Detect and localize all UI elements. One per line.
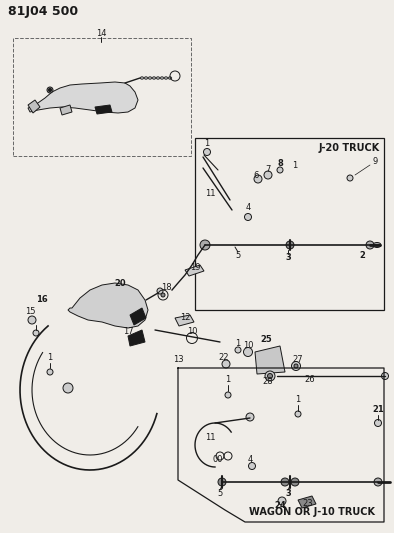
Ellipse shape [168, 77, 172, 79]
Text: 8: 8 [277, 158, 283, 167]
Text: 18: 18 [161, 284, 171, 293]
Circle shape [235, 347, 241, 353]
Circle shape [33, 330, 39, 336]
Circle shape [47, 87, 53, 93]
Circle shape [203, 149, 210, 156]
Ellipse shape [144, 77, 148, 79]
Text: 4: 4 [245, 204, 251, 213]
Text: 19: 19 [190, 263, 200, 272]
Circle shape [294, 364, 298, 368]
Text: 14: 14 [96, 28, 106, 37]
Text: 00: 00 [213, 456, 223, 464]
Polygon shape [175, 315, 194, 326]
Text: 16: 16 [36, 295, 48, 304]
Circle shape [375, 419, 381, 426]
Text: 9: 9 [372, 157, 377, 166]
Text: 1: 1 [204, 139, 210, 148]
Ellipse shape [140, 77, 144, 79]
Circle shape [222, 360, 230, 368]
Text: 4: 4 [247, 456, 253, 464]
Ellipse shape [164, 77, 168, 79]
Text: 5: 5 [235, 252, 241, 261]
Text: 7: 7 [265, 166, 271, 174]
Circle shape [47, 369, 53, 375]
Polygon shape [68, 283, 148, 328]
Polygon shape [130, 308, 146, 325]
Text: 22: 22 [219, 352, 229, 361]
Bar [13, 38, 191, 156]
Circle shape [254, 175, 262, 183]
Bar [195, 138, 384, 310]
Text: 1: 1 [47, 353, 53, 362]
Text: 25: 25 [260, 335, 272, 344]
Text: 23: 23 [303, 498, 313, 507]
Polygon shape [28, 100, 40, 113]
Text: 26: 26 [305, 376, 315, 384]
Circle shape [243, 348, 253, 357]
Ellipse shape [148, 77, 152, 79]
Circle shape [245, 214, 251, 221]
Text: 81J04 500: 81J04 500 [8, 5, 78, 18]
Circle shape [157, 288, 163, 294]
Circle shape [281, 478, 289, 486]
Circle shape [63, 383, 73, 393]
Ellipse shape [160, 77, 164, 79]
Circle shape [28, 316, 36, 324]
Text: 3: 3 [285, 489, 291, 498]
Polygon shape [255, 346, 285, 374]
Circle shape [218, 478, 226, 486]
Text: J-20 TRUCK: J-20 TRUCK [319, 143, 380, 153]
Circle shape [268, 374, 273, 378]
Text: 20: 20 [114, 279, 126, 288]
Circle shape [225, 392, 231, 398]
Text: 3: 3 [285, 254, 291, 262]
Circle shape [277, 167, 283, 173]
Ellipse shape [373, 243, 381, 247]
Text: 21: 21 [372, 406, 384, 415]
Text: 11: 11 [205, 433, 215, 442]
Text: 13: 13 [173, 356, 183, 365]
Polygon shape [185, 265, 204, 276]
Text: 12: 12 [180, 312, 190, 321]
Circle shape [161, 293, 165, 297]
Text: 11: 11 [205, 189, 215, 198]
Text: 24: 24 [274, 502, 286, 511]
Circle shape [292, 361, 301, 370]
Text: 2: 2 [359, 251, 365, 260]
Circle shape [264, 171, 272, 179]
Text: 10: 10 [243, 341, 253, 350]
Text: 5: 5 [217, 489, 223, 498]
Circle shape [366, 241, 374, 249]
Polygon shape [128, 330, 145, 346]
Circle shape [374, 478, 382, 486]
Text: 17: 17 [123, 327, 133, 336]
Polygon shape [298, 496, 316, 508]
Text: 1: 1 [235, 338, 241, 348]
Circle shape [249, 463, 255, 470]
Circle shape [295, 411, 301, 417]
Circle shape [246, 413, 254, 421]
Circle shape [278, 497, 286, 505]
Polygon shape [60, 105, 72, 115]
Text: 15: 15 [25, 308, 35, 317]
Ellipse shape [156, 77, 160, 79]
Circle shape [347, 175, 353, 181]
Circle shape [381, 373, 388, 379]
Circle shape [291, 478, 299, 486]
Polygon shape [95, 105, 112, 114]
Text: 10: 10 [187, 327, 197, 336]
Circle shape [286, 241, 294, 249]
Text: 6: 6 [253, 171, 259, 180]
Text: 1: 1 [296, 395, 301, 405]
Text: 27: 27 [293, 356, 303, 365]
Text: 28: 28 [263, 377, 273, 386]
Circle shape [200, 240, 210, 250]
Polygon shape [28, 82, 138, 113]
Ellipse shape [152, 77, 156, 79]
Text: 1: 1 [292, 160, 297, 169]
Circle shape [265, 371, 275, 381]
Text: 1: 1 [225, 376, 230, 384]
Text: WAGON OR J-10 TRUCK: WAGON OR J-10 TRUCK [249, 507, 375, 517]
Circle shape [48, 88, 52, 92]
